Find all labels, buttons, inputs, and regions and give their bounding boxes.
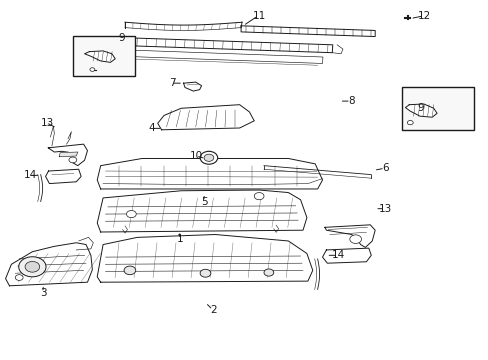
Polygon shape (125, 22, 242, 31)
Polygon shape (183, 82, 201, 91)
Circle shape (200, 151, 217, 164)
Text: 14: 14 (23, 170, 37, 180)
Polygon shape (325, 225, 374, 247)
Text: 11: 11 (252, 11, 265, 21)
Text: 13: 13 (41, 118, 54, 128)
Text: 5: 5 (201, 197, 207, 207)
Polygon shape (97, 190, 306, 232)
Polygon shape (48, 144, 87, 166)
Polygon shape (97, 158, 322, 189)
Polygon shape (45, 169, 81, 184)
Polygon shape (122, 38, 332, 53)
Bar (73, 36, 135, 76)
Polygon shape (59, 152, 78, 157)
Polygon shape (405, 104, 436, 117)
Text: 14: 14 (331, 250, 345, 260)
Circle shape (349, 235, 361, 243)
Text: 7: 7 (169, 78, 175, 88)
Polygon shape (122, 50, 322, 63)
Text: 6: 6 (382, 163, 388, 173)
Polygon shape (322, 248, 370, 263)
Polygon shape (5, 243, 92, 286)
Polygon shape (76, 237, 93, 250)
Circle shape (90, 68, 95, 71)
Circle shape (19, 257, 46, 277)
Text: 13: 13 (379, 204, 392, 214)
Circle shape (200, 269, 210, 277)
Text: 9: 9 (417, 103, 424, 113)
Text: 10: 10 (190, 151, 203, 161)
Text: 1: 1 (177, 234, 183, 244)
Text: 12: 12 (417, 11, 430, 21)
Polygon shape (84, 51, 115, 62)
Text: 4: 4 (148, 123, 155, 133)
Polygon shape (264, 166, 370, 178)
Circle shape (124, 266, 136, 275)
Polygon shape (158, 105, 254, 130)
Circle shape (254, 193, 264, 200)
Circle shape (407, 121, 412, 125)
Text: 3: 3 (40, 288, 47, 298)
Text: 8: 8 (348, 96, 354, 106)
Circle shape (15, 275, 23, 280)
Text: 2: 2 (210, 305, 217, 315)
Bar (401, 87, 473, 130)
Circle shape (126, 211, 136, 218)
Text: 9: 9 (118, 33, 124, 43)
Circle shape (25, 261, 40, 272)
Polygon shape (38, 175, 42, 202)
Polygon shape (314, 259, 319, 289)
Circle shape (203, 154, 213, 161)
Circle shape (264, 269, 273, 276)
Circle shape (69, 157, 77, 163)
Polygon shape (97, 234, 312, 282)
Polygon shape (241, 26, 374, 37)
